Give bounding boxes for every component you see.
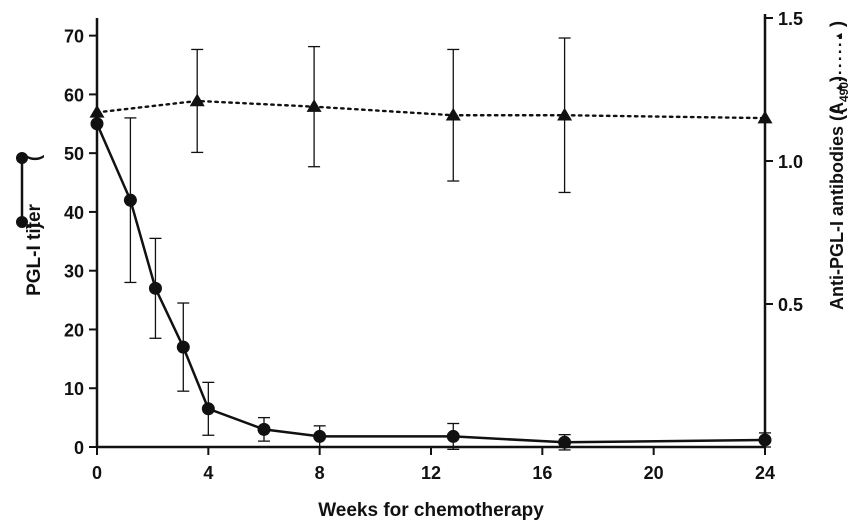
ticks-layer: 0 4 8 12 16 20 24 0 10 20 30 40 50 60 70 0.5 1.0 1.5 <box>64 9 803 483</box>
y-left-tick-label: 40 <box>64 203 84 223</box>
x-tick-label: 20 <box>644 463 664 483</box>
data-point-titer <box>257 422 271 436</box>
data-point-titer <box>313 429 327 443</box>
right-axis-title-paren-close: ) <box>827 21 847 27</box>
left-axis-title-paren-close: ) <box>24 223 45 229</box>
data-point-antibodies <box>306 99 322 112</box>
data-point-titer <box>758 433 772 447</box>
y-left-tick-label: 60 <box>64 85 84 105</box>
lines-layer <box>95 99 767 444</box>
data-point-antibodies <box>89 104 105 118</box>
data-point-antibodies <box>189 93 205 107</box>
right-legend-marker-top <box>836 33 842 39</box>
right-axis-title-sub: 490 <box>837 82 851 102</box>
data-point-titer <box>446 429 460 443</box>
series-line-titer <box>95 122 767 444</box>
y-left-tick-label: 30 <box>64 262 84 282</box>
x-tick-label: 12 <box>421 463 441 483</box>
data-point-titer <box>176 340 190 354</box>
data-point-titer <box>148 281 162 295</box>
right-axis-title-paren-open: ( <box>827 108 847 114</box>
y-left-tick-label: 70 <box>64 27 84 47</box>
x-tick-label: 24 <box>755 463 775 483</box>
y-right-tick-label: 1.0 <box>778 152 803 172</box>
left-legend-marker-bottom <box>16 216 28 228</box>
x-axis-title: Weeks for chemotherapy <box>318 500 544 521</box>
right-axis-title-group: Anti-PGL-I antibodies (A490) ( ) <box>827 21 851 310</box>
data-point-antibodies <box>445 107 461 121</box>
y-left-tick-label: 20 <box>64 320 84 340</box>
x-tick-label: 4 <box>203 463 213 483</box>
errorbars-layer <box>124 37 771 451</box>
data-point-titer <box>558 435 572 449</box>
x-tick-label: 16 <box>532 463 552 483</box>
x-tick-label: 0 <box>92 463 102 483</box>
data-point-titer <box>90 117 104 131</box>
data-point-antibodies <box>757 110 773 124</box>
y-left-tick-label: 50 <box>64 144 84 164</box>
y-left-tick-label: 0 <box>74 438 84 458</box>
left-axis-title: PGL-I titer <box>24 203 45 295</box>
data-point-titer <box>123 193 137 207</box>
y-right-tick-label: 1.5 <box>778 9 803 29</box>
left-axis-title-group: PGL-I titer ( ) <box>16 152 45 296</box>
markers-layer <box>89 93 773 449</box>
left-legend-marker-top <box>16 152 28 164</box>
left-axis-title-paren-open: ( <box>24 154 45 161</box>
data-point-titer <box>201 402 215 416</box>
x-tick-label: 8 <box>315 463 325 483</box>
data-point-antibodies <box>557 107 573 121</box>
y-left-tick-label: 10 <box>64 379 84 399</box>
y-right-tick-label: 0.5 <box>778 295 803 315</box>
series-line-antibodies <box>95 99 767 120</box>
